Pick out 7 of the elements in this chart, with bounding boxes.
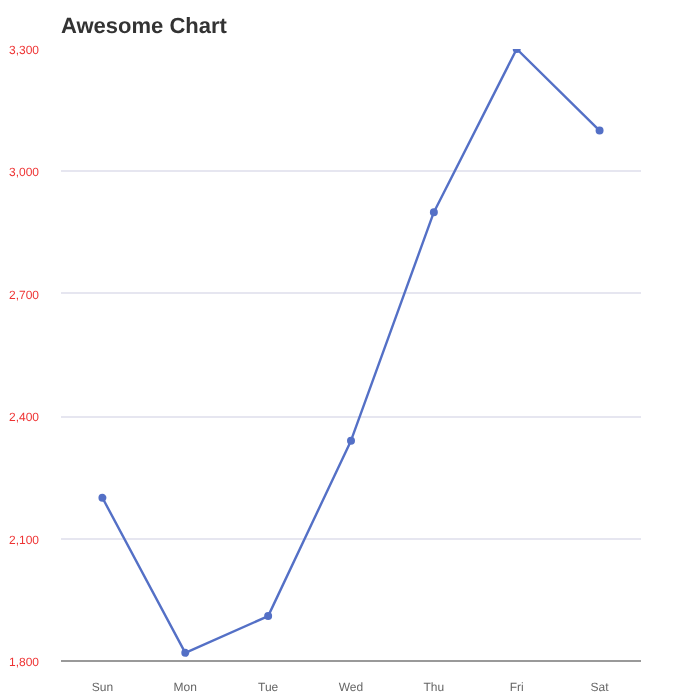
- chart-title: Awesome Chart: [61, 15, 228, 39]
- point: [98, 493, 107, 502]
- point: [595, 126, 604, 135]
- point: [264, 612, 273, 621]
- point: [181, 648, 190, 657]
- point: [429, 208, 438, 217]
- point: [347, 436, 355, 445]
